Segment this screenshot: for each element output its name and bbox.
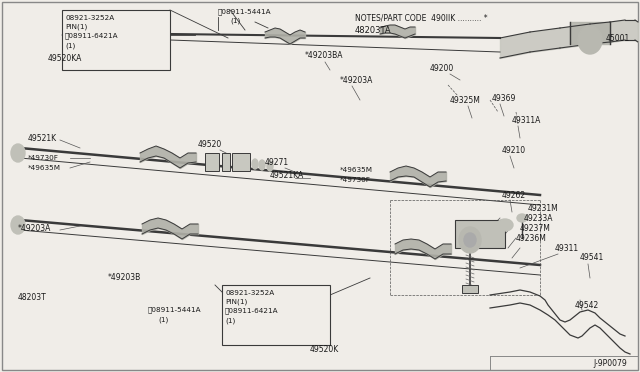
Text: *49203BA: *49203BA [305,51,344,60]
Ellipse shape [267,161,273,171]
Text: 49262: 49262 [502,190,526,199]
Ellipse shape [578,26,602,54]
Text: 49369: 49369 [492,93,516,103]
Bar [462,285,478,293]
Ellipse shape [464,233,476,247]
Text: (1): (1) [158,317,168,323]
Ellipse shape [152,28,168,46]
Bar [222,285,330,345]
Text: *49203A: *49203A [18,224,51,232]
Text: (1): (1) [225,318,236,324]
Bar [62,10,170,70]
Text: (1): (1) [65,43,76,49]
Ellipse shape [517,214,527,222]
Text: *49635M: *49635M [28,165,61,171]
Text: PIN(1): PIN(1) [65,24,87,30]
Text: 49325M: 49325M [450,96,481,105]
Text: 49237M: 49237M [520,224,551,232]
Text: 49233A: 49233A [524,214,554,222]
Text: 49271: 49271 [265,157,289,167]
Text: 08921-3252A: 08921-3252A [65,15,115,21]
Bar [455,220,505,248]
Ellipse shape [459,227,481,253]
Text: 08921-3252A: 08921-3252A [225,290,275,296]
Text: PIN(1): PIN(1) [225,299,247,305]
Text: 48203TA: 48203TA [355,26,392,35]
Text: 49521K: 49521K [28,134,57,142]
Text: ⓝ08911-6421A: ⓝ08911-6421A [65,33,118,39]
Text: *49203B: *49203B [108,273,141,282]
Text: 49200: 49200 [430,64,454,73]
Text: ⓝ08911-5441A: ⓝ08911-5441A [218,9,271,15]
Ellipse shape [252,159,258,169]
Ellipse shape [259,160,265,170]
Text: *49203A: *49203A [340,76,373,84]
Text: *49730F: *49730F [340,177,371,183]
Text: 49520K: 49520K [310,346,339,355]
Ellipse shape [497,219,513,231]
Text: 49541: 49541 [580,253,604,263]
Text: NOTES/PART CODE  490llK .......... *: NOTES/PART CODE 490llK .......... * [355,13,488,22]
Text: J-9P0079: J-9P0079 [593,359,627,368]
Text: *49730F: *49730F [28,155,59,161]
Bar [232,153,250,171]
Text: 49210: 49210 [502,145,526,154]
Ellipse shape [11,144,25,162]
Text: 49231M: 49231M [528,203,559,212]
Bar [205,153,219,171]
Ellipse shape [11,216,25,234]
Text: 49311A: 49311A [512,115,541,125]
Text: 49311: 49311 [555,244,579,253]
Text: (1): (1) [230,18,240,24]
Bar [222,153,230,171]
Text: 49236M: 49236M [516,234,547,243]
Text: 49520: 49520 [198,140,222,148]
Text: 45001: 45001 [606,33,630,42]
Text: 49521KA: 49521KA [270,170,304,180]
Text: 48203T: 48203T [18,294,47,302]
Text: ⓝ08911-6421A: ⓝ08911-6421A [225,308,278,314]
Text: 49542: 49542 [575,301,599,311]
Text: *49635M: *49635M [340,167,373,173]
Text: 49520KA: 49520KA [48,54,83,62]
Text: ⓝ08911-5441A: ⓝ08911-5441A [148,307,202,313]
